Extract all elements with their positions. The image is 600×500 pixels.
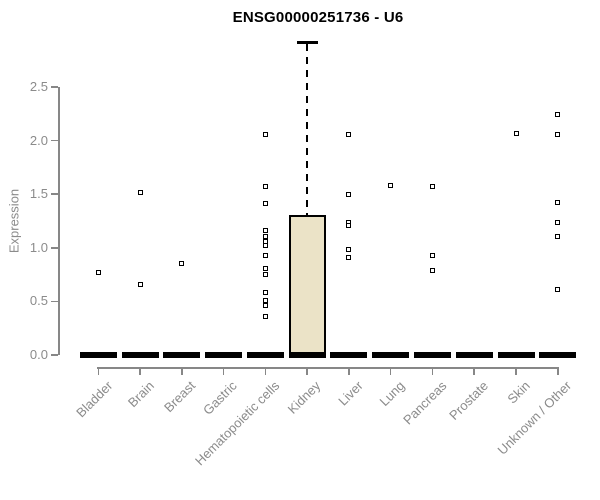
y-tick-label: 0.0 xyxy=(29,347,48,362)
whisker-cap xyxy=(296,40,318,44)
outlier-point xyxy=(555,200,561,206)
y-tick-label: 0.5 xyxy=(29,293,48,309)
x-tick-label: Pancreas xyxy=(399,378,450,428)
outlier-point xyxy=(262,184,268,190)
outlier-point xyxy=(262,131,268,137)
x-tick xyxy=(264,368,267,375)
outlier-point xyxy=(137,189,143,195)
x-tick xyxy=(515,368,517,375)
x-tick-label: Kidney xyxy=(285,378,324,417)
outlier-point xyxy=(555,131,561,137)
outlier-point xyxy=(262,228,268,234)
outlier-point xyxy=(346,254,352,260)
median-bar xyxy=(79,352,117,358)
x-tick xyxy=(139,368,141,375)
median-bar xyxy=(205,352,243,358)
x-tick-label: Brain xyxy=(124,378,157,411)
outlier-point xyxy=(429,267,435,273)
y-tick xyxy=(51,354,58,356)
median-bar xyxy=(497,352,535,358)
x-tick xyxy=(306,368,308,375)
outlier-point xyxy=(555,287,561,293)
median-bar xyxy=(163,352,201,358)
outlier-point xyxy=(262,265,268,271)
outlier-point xyxy=(346,247,352,253)
x-tick xyxy=(389,368,392,375)
x-tick xyxy=(222,368,225,375)
y-tick-label: 1.0 xyxy=(29,239,48,255)
median-bar xyxy=(121,352,159,358)
y-tick xyxy=(51,247,58,249)
x-tick xyxy=(181,368,183,375)
outlier-point xyxy=(262,252,268,258)
y-tick-label: 2.5 xyxy=(29,79,48,94)
outlier-point xyxy=(262,233,268,239)
y-tick xyxy=(51,139,58,142)
x-tick-label: Gastric xyxy=(200,378,241,418)
outlier-point xyxy=(346,222,352,228)
x-tick-label: Liver xyxy=(334,378,366,409)
x-tick xyxy=(431,368,434,375)
median-bar xyxy=(413,352,451,358)
box xyxy=(288,214,326,355)
outlier-point xyxy=(346,191,352,197)
x-tick-label: Unknown / Other xyxy=(494,378,575,458)
x-tick xyxy=(97,368,100,375)
outlier-point xyxy=(262,313,268,319)
outlier-point xyxy=(262,290,268,296)
outlier-point xyxy=(262,272,268,278)
y-axis-line xyxy=(58,87,60,355)
outlier-point xyxy=(179,261,185,267)
x-tick xyxy=(473,368,475,375)
median-bar xyxy=(330,352,368,358)
y-tick xyxy=(51,193,58,195)
outlier-point xyxy=(513,130,519,136)
y-tick-label: 1.5 xyxy=(29,186,48,202)
x-tick xyxy=(557,368,559,375)
x-tick-label: Skin xyxy=(504,378,533,407)
median-bar xyxy=(246,352,284,358)
outlier-point xyxy=(388,183,394,189)
chart-title: ENSG00000251736 - U6 xyxy=(232,9,404,26)
outlier-point xyxy=(262,243,268,249)
outlier-point xyxy=(346,131,352,137)
outlier-point xyxy=(429,252,435,258)
outlier-point xyxy=(262,201,268,207)
median-bar xyxy=(288,352,326,358)
x-tick-label: Prostate xyxy=(445,378,491,423)
y-tick-label: 2.0 xyxy=(29,132,48,148)
x-tick-label: Lung xyxy=(376,378,408,410)
outlier-point xyxy=(555,233,561,239)
x-tick-label: Bladder xyxy=(72,378,115,421)
y-tick xyxy=(51,86,58,88)
median-bar xyxy=(455,352,493,358)
outlier-point xyxy=(262,303,268,309)
x-tick-label: Breast xyxy=(161,378,199,416)
x-axis-line xyxy=(97,367,559,369)
outlier-point xyxy=(137,281,143,287)
outlier-point xyxy=(555,219,561,225)
outlier-point xyxy=(262,297,268,303)
outlier-point xyxy=(429,184,435,190)
outlier-point xyxy=(555,112,561,118)
y-tick xyxy=(51,300,58,303)
outlier-point xyxy=(95,269,101,275)
x-tick xyxy=(348,368,350,375)
median-bar xyxy=(372,352,410,358)
median-bar xyxy=(539,352,577,358)
whisker xyxy=(306,43,309,215)
